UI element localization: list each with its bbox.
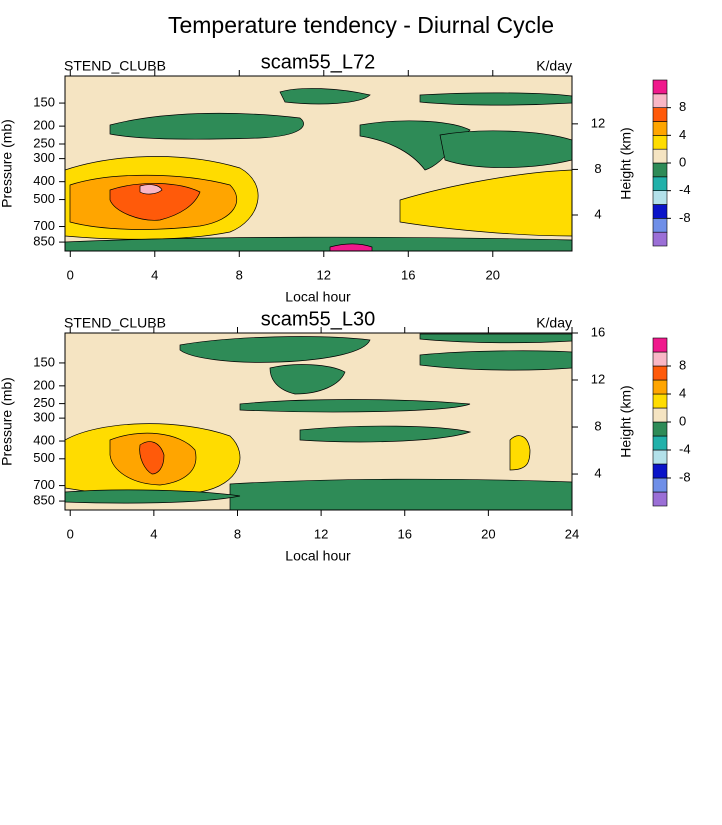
colorbar-label: 0 xyxy=(679,154,686,169)
x-tick-label: 4 xyxy=(151,267,158,282)
colorbar-box xyxy=(652,337,668,353)
colorbar-box xyxy=(652,379,668,395)
colorbar-box xyxy=(652,218,668,233)
x-tick-label: 12 xyxy=(317,267,331,282)
y-axis-title: Pressure (mb) xyxy=(0,119,15,208)
y-tick-label: 500 xyxy=(33,450,55,465)
x-tick-label: 0 xyxy=(67,526,74,541)
y2-axis-title: Height (km) xyxy=(618,385,634,457)
y-tick-label: 700 xyxy=(33,477,55,492)
colorbar-box xyxy=(652,107,668,122)
colorbar-label: -8 xyxy=(679,469,691,484)
x-tick-label: 20 xyxy=(486,267,500,282)
panel-title: scam55_L30 xyxy=(261,308,376,330)
colorbar-box xyxy=(652,449,668,465)
contour-field xyxy=(65,76,572,251)
colorbar-label: 8 xyxy=(679,357,686,372)
y-tick-label: 150 xyxy=(33,95,55,110)
colorbar-box xyxy=(652,463,668,479)
x-tick-label: 20 xyxy=(481,526,495,541)
plot-frame xyxy=(64,75,573,252)
colorbar-box xyxy=(652,491,668,507)
y-tick-label: 250 xyxy=(33,135,55,150)
y-axis-title: Pressure (mb) xyxy=(0,377,15,466)
left-string: STEND_CLUBB xyxy=(64,58,166,74)
y-tick-label: 400 xyxy=(33,173,55,188)
panel-title: scam55_L72 xyxy=(261,51,376,73)
x-tick-label: 0 xyxy=(67,267,74,282)
colorbar-label: 4 xyxy=(679,127,686,142)
colorbar-label: 8 xyxy=(679,99,686,114)
colorbar-box xyxy=(652,121,668,136)
y2-tick-label: 8 xyxy=(594,161,601,176)
x-axis-title: Local hour xyxy=(285,289,351,305)
x-tick-label: 16 xyxy=(398,526,412,541)
colorbar-label: -8 xyxy=(679,210,691,225)
colorbar-box xyxy=(652,351,668,367)
x-tick-label: 8 xyxy=(236,267,243,282)
x-axis-title: Local hour xyxy=(285,548,351,564)
colorbar-label: 0 xyxy=(679,413,686,428)
colorbar-box xyxy=(652,135,668,150)
y2-tick-label: 12 xyxy=(591,115,605,130)
y2-tick-label: 4 xyxy=(594,206,601,221)
y-tick-label: 250 xyxy=(33,395,55,410)
colorbar-box xyxy=(652,79,668,95)
right-string: K/day xyxy=(536,58,572,74)
y2-tick-label: 8 xyxy=(594,418,601,433)
y2-tick-label: 12 xyxy=(591,371,605,386)
y-tick-label: 850 xyxy=(33,492,55,507)
left-string: STEND_CLUBB xyxy=(64,315,166,331)
y-tick-label: 200 xyxy=(33,377,55,392)
plot-frame xyxy=(64,332,573,511)
colorbar-label: -4 xyxy=(679,182,691,197)
y2-tick-label: 4 xyxy=(594,465,601,480)
colorbar-box xyxy=(652,393,668,409)
y-tick-label: 700 xyxy=(33,218,55,233)
colorbar-box xyxy=(652,407,668,423)
y-tick-label: 850 xyxy=(33,234,55,249)
y2-axis-title: Height (km) xyxy=(618,127,634,199)
y-tick-label: 150 xyxy=(33,354,55,369)
colorbar-box xyxy=(652,435,668,451)
right-string: K/day xyxy=(536,315,572,331)
y-tick-label: 400 xyxy=(33,432,55,447)
colorbar-box xyxy=(652,176,668,191)
colorbar-label: -4 xyxy=(679,441,691,456)
colorbar-box xyxy=(652,477,668,493)
x-tick-label: 8 xyxy=(234,526,241,541)
y-tick-label: 300 xyxy=(33,410,55,425)
y-tick-label: 200 xyxy=(33,118,55,133)
colorbar-box xyxy=(652,231,668,247)
y-tick-label: 500 xyxy=(33,191,55,206)
x-tick-label: 4 xyxy=(150,526,157,541)
colorbar-box xyxy=(652,365,668,381)
colorbar-box xyxy=(652,93,668,108)
colorbar-box xyxy=(652,190,668,205)
x-tick-label: 12 xyxy=(314,526,328,541)
colorbar-box xyxy=(652,421,668,437)
x-tick-label: 24 xyxy=(565,526,579,541)
y-tick-label: 300 xyxy=(33,150,55,165)
colorbar-box xyxy=(652,204,668,219)
page-title: Temperature tendency - Diurnal Cycle xyxy=(168,12,554,38)
contour-field xyxy=(65,333,572,510)
y2-tick-label: 16 xyxy=(591,324,605,339)
x-tick-label: 16 xyxy=(401,267,415,282)
colorbar-label: 4 xyxy=(679,385,686,400)
colorbar-box xyxy=(652,162,668,178)
colorbar-box xyxy=(652,148,668,164)
